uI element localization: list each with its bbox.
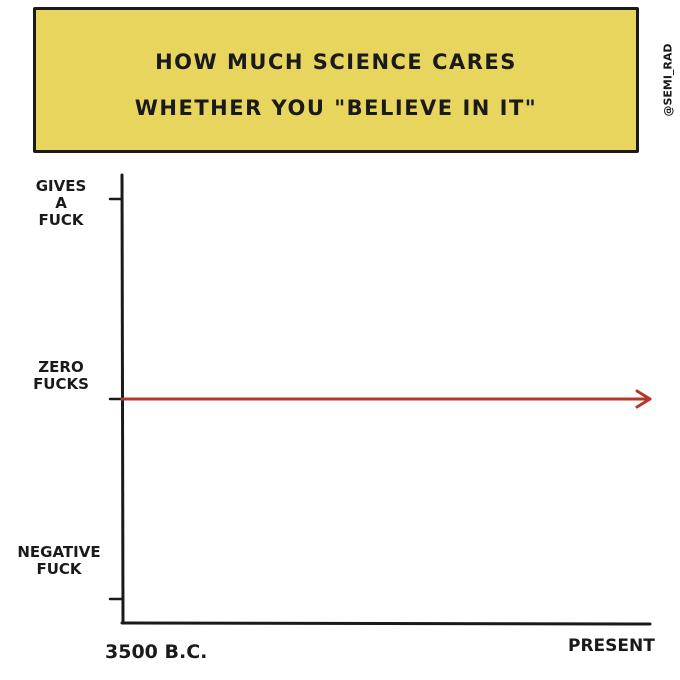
- title-banner: HOW MUCH SCIENCE CARES WHETHER YOU "BELI…: [33, 7, 639, 153]
- y-tick-label-line: NEGATIVE: [17, 543, 101, 561]
- x-tick-label-start: 3500 B.C.: [105, 641, 208, 663]
- y-tick-label-line: FUCK: [36, 560, 82, 578]
- y-tick-label-zero-fucks: ZERO FUCKS: [14, 359, 108, 393]
- series-arrowhead: [635, 389, 652, 409]
- chart-title-line-1: HOW MUCH SCIENCE CARES: [155, 50, 517, 74]
- y-tick-label-gives-a-fuck: GIVES A FUCK: [14, 178, 108, 229]
- y-tick-label-line: FUCK: [38, 211, 84, 229]
- y-tick-label-line: GIVES: [35, 177, 87, 195]
- y-tick-label-negative-fuck: NEGATIVE FUCK: [4, 544, 114, 578]
- x-axis-line: [120, 621, 652, 626]
- chart-series: [120, 389, 652, 409]
- chart-title-line-2: WHETHER YOU "BELIEVE IN IT": [134, 96, 538, 120]
- y-tick-label-line: ZERO: [38, 358, 84, 376]
- y-tick-label-line: A: [55, 194, 67, 212]
- y-tick-label-line: FUCKS: [33, 375, 89, 393]
- x-tick-label-end: PRESENT: [568, 636, 655, 656]
